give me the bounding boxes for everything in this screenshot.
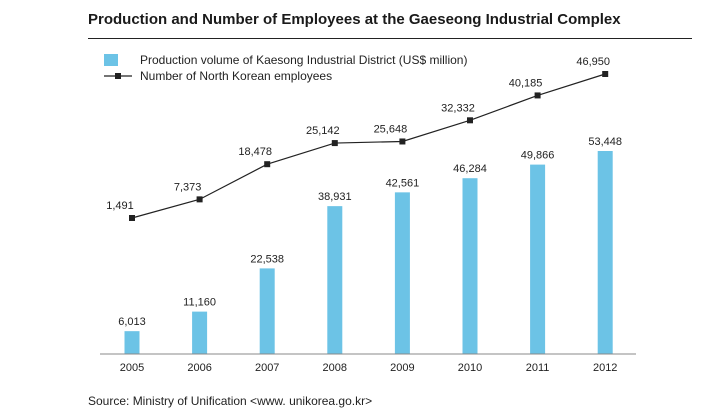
line-value-label: 25,648 [374, 123, 408, 135]
line-value-label: 18,478 [238, 146, 272, 158]
bar [394, 192, 410, 354]
bar-value-label: 22,538 [250, 253, 284, 265]
bar [124, 331, 140, 354]
bar [530, 164, 546, 354]
line-point [129, 215, 135, 221]
legend-line-label: Number of North Korean employees [140, 69, 332, 83]
x-tick-label: 2006 [187, 362, 211, 374]
chart: Production volume of Kaesong Industrial … [100, 53, 636, 374]
bar [327, 206, 343, 354]
bar-value-label: 38,931 [318, 191, 352, 203]
line-point [399, 138, 406, 145]
bar [462, 178, 478, 354]
line-point [264, 161, 271, 168]
line-value-label: 40,185 [509, 77, 543, 89]
line-point [602, 71, 609, 77]
x-tick-label: 2012 [593, 362, 617, 374]
line-point [467, 117, 473, 124]
line-point [331, 140, 338, 147]
legend: Production volume of Kaesong Industrial … [104, 53, 467, 83]
x-tick-label: 2007 [255, 362, 279, 374]
bar [597, 151, 613, 354]
title-divider [88, 38, 692, 39]
bar-value-label: 42,561 [386, 177, 420, 189]
x-tick-labels: 2005 2006 2007 2008 2009 2010 2011 2012 [120, 362, 618, 374]
bar-value-label: 53,448 [588, 136, 622, 148]
source-note: Source: Ministry of Unification <www. un… [88, 394, 373, 408]
bar-value-label: 6,013 [118, 316, 146, 328]
legend-bar-label: Production volume of Kaesong Industrial … [140, 53, 467, 67]
bar [259, 268, 275, 354]
bar-value-label: 46,284 [453, 163, 487, 175]
line-value-label: 25,142 [306, 125, 340, 137]
line-value-label: 46,950 [576, 56, 610, 68]
line-point [196, 196, 203, 203]
x-tick-label: 2011 [526, 362, 550, 374]
line-series: 1,491 7,373 18,478 25,142 25,648 32,332 40,185… [106, 56, 610, 221]
bar-value-label: 49,866 [521, 150, 555, 162]
line-point [534, 92, 541, 99]
bar-series: 6,013 11,160 22,538 38,931 42,561 46,284 49,86… [118, 136, 622, 354]
x-tick-label: 2009 [390, 362, 414, 374]
line-value-label: 7,373 [174, 181, 202, 193]
legend-bar-swatch [104, 54, 118, 66]
employees-line [131, 73, 606, 219]
chart-title: Production and Number of Employees at th… [88, 11, 621, 28]
legend-line-marker [115, 73, 121, 79]
line-value-label: 1,491 [106, 200, 134, 212]
bar-value-label: 11,160 [183, 297, 216, 309]
x-tick-label: 2005 [120, 362, 144, 374]
line-value-label: 32,332 [441, 102, 475, 114]
x-tick-label: 2010 [458, 362, 482, 374]
x-tick-label: 2008 [323, 362, 347, 374]
bar [192, 311, 208, 354]
